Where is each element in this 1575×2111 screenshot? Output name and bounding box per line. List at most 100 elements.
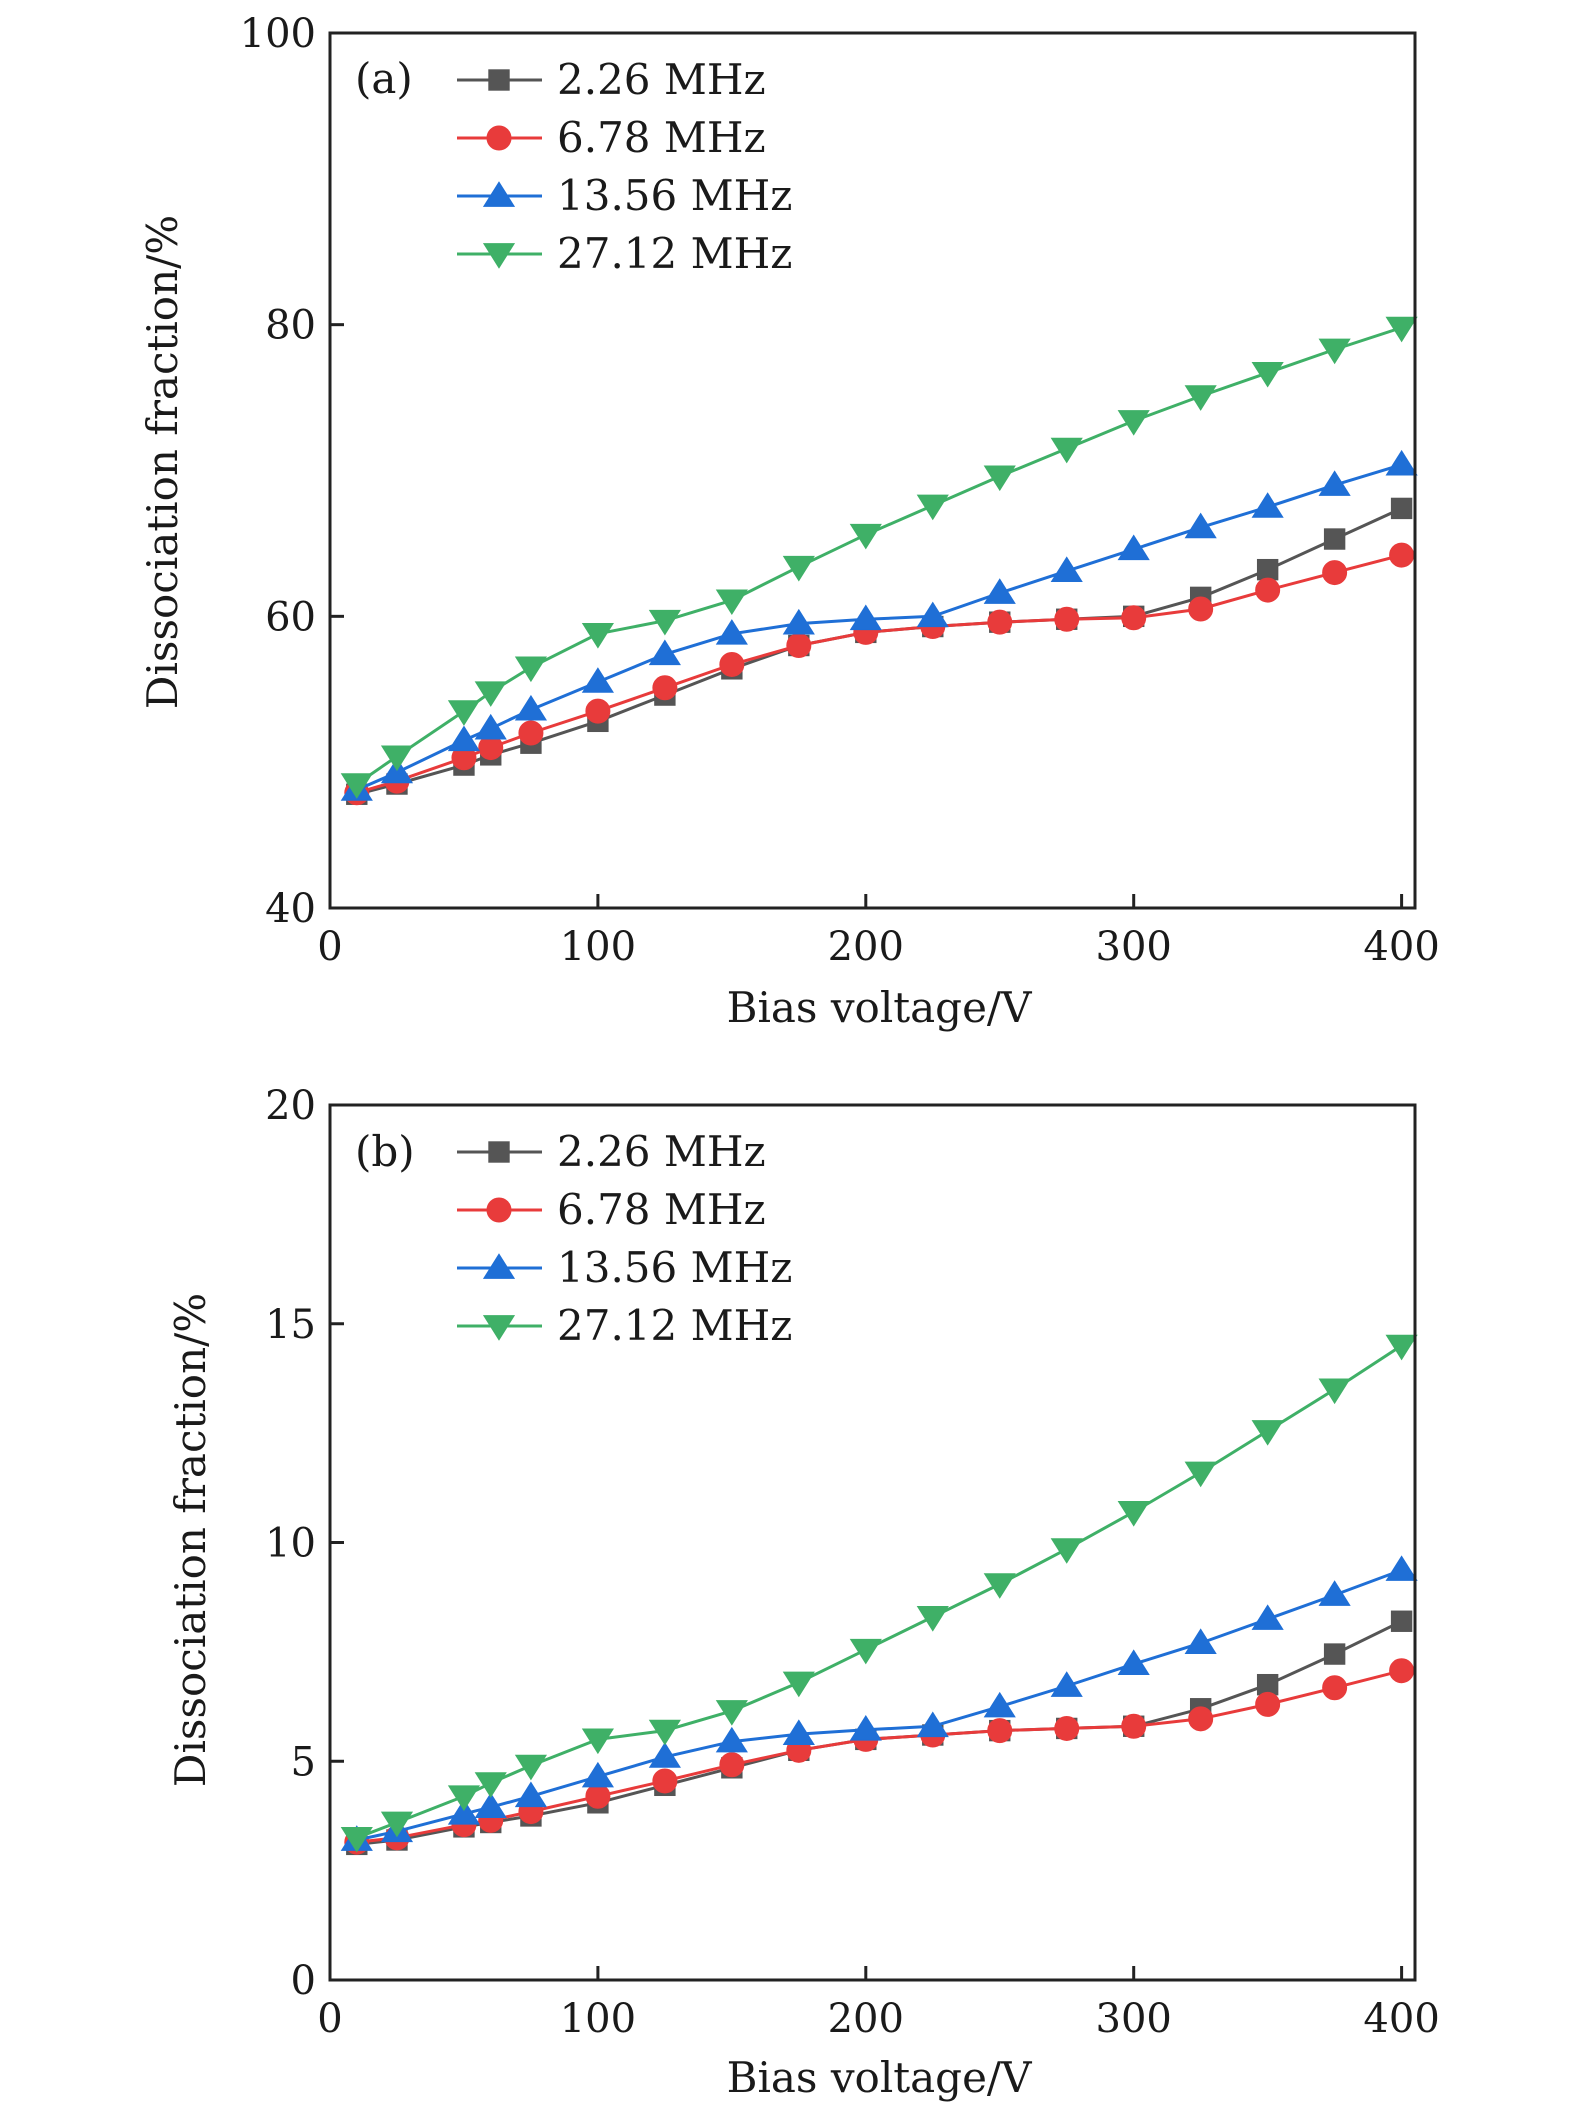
panel-b-data-point-27-12-mhz [514,1754,548,1781]
panel-a-legend: 2.26 MHz 6.78 MHz 13.56 MHz 27.12 MHz [457,55,792,278]
panel-b-x-tick-label: 300 [1096,1996,1172,2042]
panel-a-legend-marker [482,181,516,207]
panel-b-x-tick-label: 400 [1363,1996,1439,2042]
panel-a-y-tick-label: 80 [265,303,316,349]
panel-a-data-point-6-78-mhz [719,651,745,677]
panel-a-data-point-13-56-mhz [1251,492,1284,518]
panel-b-data-point-27-12-mhz [1050,1538,1083,1564]
panel-a-data-point-2-26-mhz [1390,497,1413,520]
panel-a-legend-item-13-56-mhz: 13.56 MHz [457,171,792,220]
panel-b-legend-marker [488,1141,510,1163]
panel-b-data-point-2-26-mhz [1390,1610,1413,1632]
panel-a-data-point-27-12-mhz [916,494,949,521]
panel-b-data-point-6-78-mhz [1389,1658,1415,1684]
panel-a: (a) Bias voltage/V Dissociation fraction… [138,11,1440,1032]
panel-b-data-point-13-56-mhz [1184,1628,1217,1654]
panel-a-data-point-27-12-mhz [1385,316,1418,343]
panel-a-series-line-6-78-mhz [356,553,1402,795]
panel-a-data-point-6-78-mhz [585,698,611,724]
panel-a-data-point-13-56-mhz [849,604,882,631]
panel-b-data-point-27-12-mhz [983,1573,1016,1599]
panel-a-data-point-6-78-mhz [1188,596,1214,622]
panel-b-series-line-6-78-mhz [356,1669,1402,1844]
panel-a-data-point-13-56-mhz [782,608,815,635]
panel-b-y-tick-label: 0 [291,1958,316,2004]
panel-a-legend-label: 6.78 MHz [557,113,766,162]
panel-b-data-point-27-12-mhz [916,1606,949,1632]
panel-a-data-point-6-78-mhz [1054,606,1080,632]
panel-a-data-point-27-12-mhz [1117,410,1150,436]
panel-a-series-13-56-mhz [340,449,1418,801]
panel-b-data-point-2-26-mhz [1323,1643,1346,1665]
panel-a-series [340,316,1418,806]
panel-b-data-point-13-56-mhz [1050,1671,1083,1697]
panel-a-data-point-6-78-mhz [786,633,812,658]
panel-b-series-6-78-mhz [344,1658,1415,1855]
panel-b-data-point-13-56-mhz [474,1792,507,1819]
panel-b-y-tick-label: 20 [265,1083,316,1129]
panel-a-tag: (a) [355,54,413,103]
panel-b-data-point-27-12-mhz [474,1772,507,1798]
panel-a-x-tick-label: 200 [828,924,904,970]
panel-b-legend-label: 2.26 MHz [557,1127,766,1176]
panel-a-data-point-13-56-mhz [1385,449,1418,476]
panel-b-legend: 2.26 MHz 6.78 MHz 13.56 MHz 27.12 MHz [457,1127,792,1350]
panel-b-data-point-13-56-mhz [983,1691,1016,1718]
panel-b-tag: (b) [355,1127,415,1176]
panel-b-data-point-13-56-mhz [514,1781,548,1808]
panel-b-data-point-6-78-mhz [652,1768,678,1794]
panel-a-data-point-2-26-mhz [1323,528,1346,550]
panel-b-data-point-27-12-mhz [581,1728,614,1755]
panel-a-data-point-27-12-mhz [648,609,681,636]
panel-b-y-tick-label: 15 [265,1302,316,1348]
panel-a-data-point-13-56-mhz [648,639,681,666]
panel-b-plot-frame [328,1103,1417,1982]
panel-a-data-point-13-56-mhz [514,694,548,721]
panel-b-data-point-27-12-mhz [715,1700,748,1726]
panel-b-data-point-13-56-mhz [581,1761,614,1788]
panel-a-y-tick-label: 40 [265,886,316,932]
panel-a-data-point-27-12-mhz [514,656,548,683]
panel-a-x-tick-label: 400 [1363,924,1439,970]
panel-a-data-point-6-78-mhz [652,675,678,701]
panel-a-legend-label: 13.56 MHz [557,171,792,220]
panel-b-data-point-6-78-mhz [1054,1715,1080,1741]
panel-a-data-point-27-12-mhz [849,523,882,550]
panel-b-data-point-27-12-mhz [1184,1461,1217,1488]
panel-a-series-line-2-26-mhz [356,507,1403,796]
panel-a-data-point-27-12-mhz [1251,361,1284,388]
panel-b-legend-marker [482,1315,516,1341]
panel-b-x-tick-label: 100 [560,1996,636,2042]
panel-b-data-point-13-56-mhz [916,1711,949,1738]
panel-b-data-point-6-78-mhz [1121,1713,1147,1739]
panel-a-data-point-13-56-mhz [1184,512,1217,539]
panel-a-data-point-6-78-mhz [1121,605,1147,631]
panel-b-data-point-13-56-mhz [447,1799,481,1825]
panel-b-x-tick-label: 200 [828,1996,904,2042]
panel-a-data-point-13-56-mhz [447,725,481,752]
panel-a-legend-marker [482,243,516,269]
panel-b-y-ticks: 0 5 10 15 20 [265,1083,344,2004]
panel-a-data-point-6-78-mhz [1322,560,1348,586]
panel-a-series-6-78-mhz [344,542,1415,806]
panel-a-legend-item-6-78-mhz: 6.78 MHz [457,113,766,162]
panel-b-data-point-13-56-mhz [1117,1649,1150,1675]
panel-b-data-point-13-56-mhz [1251,1604,1284,1630]
panel-b-data-point-2-26-mhz [1256,1673,1279,1696]
panel-b-data-point-13-56-mhz [782,1719,815,1745]
panel-b-series-27-12-mhz [340,1334,1418,1853]
panel-a-data-point-13-56-mhz [1318,470,1351,496]
panel-b-series-line-27-12-mhz [356,1344,1403,1840]
panel-a-y-tick-label: 100 [240,11,316,57]
panel-a-legend-marker [488,69,510,91]
panel-a-data-point-6-78-mhz [1255,577,1281,603]
panel-a-data-point-13-56-mhz [916,601,949,628]
panel-b-legend-label: 6.78 MHz [557,1185,766,1234]
panel-b-y-tick-label: 10 [265,1521,316,1567]
panel-a-series-2-26-mhz [346,497,1413,805]
panel-a-x-tick-label: 100 [560,924,636,970]
panel-b-data-point-27-12-mhz [340,1826,373,1853]
panel-a-data-point-6-78-mhz [987,609,1013,635]
panel-a-data-point-6-78-mhz [1389,542,1415,568]
